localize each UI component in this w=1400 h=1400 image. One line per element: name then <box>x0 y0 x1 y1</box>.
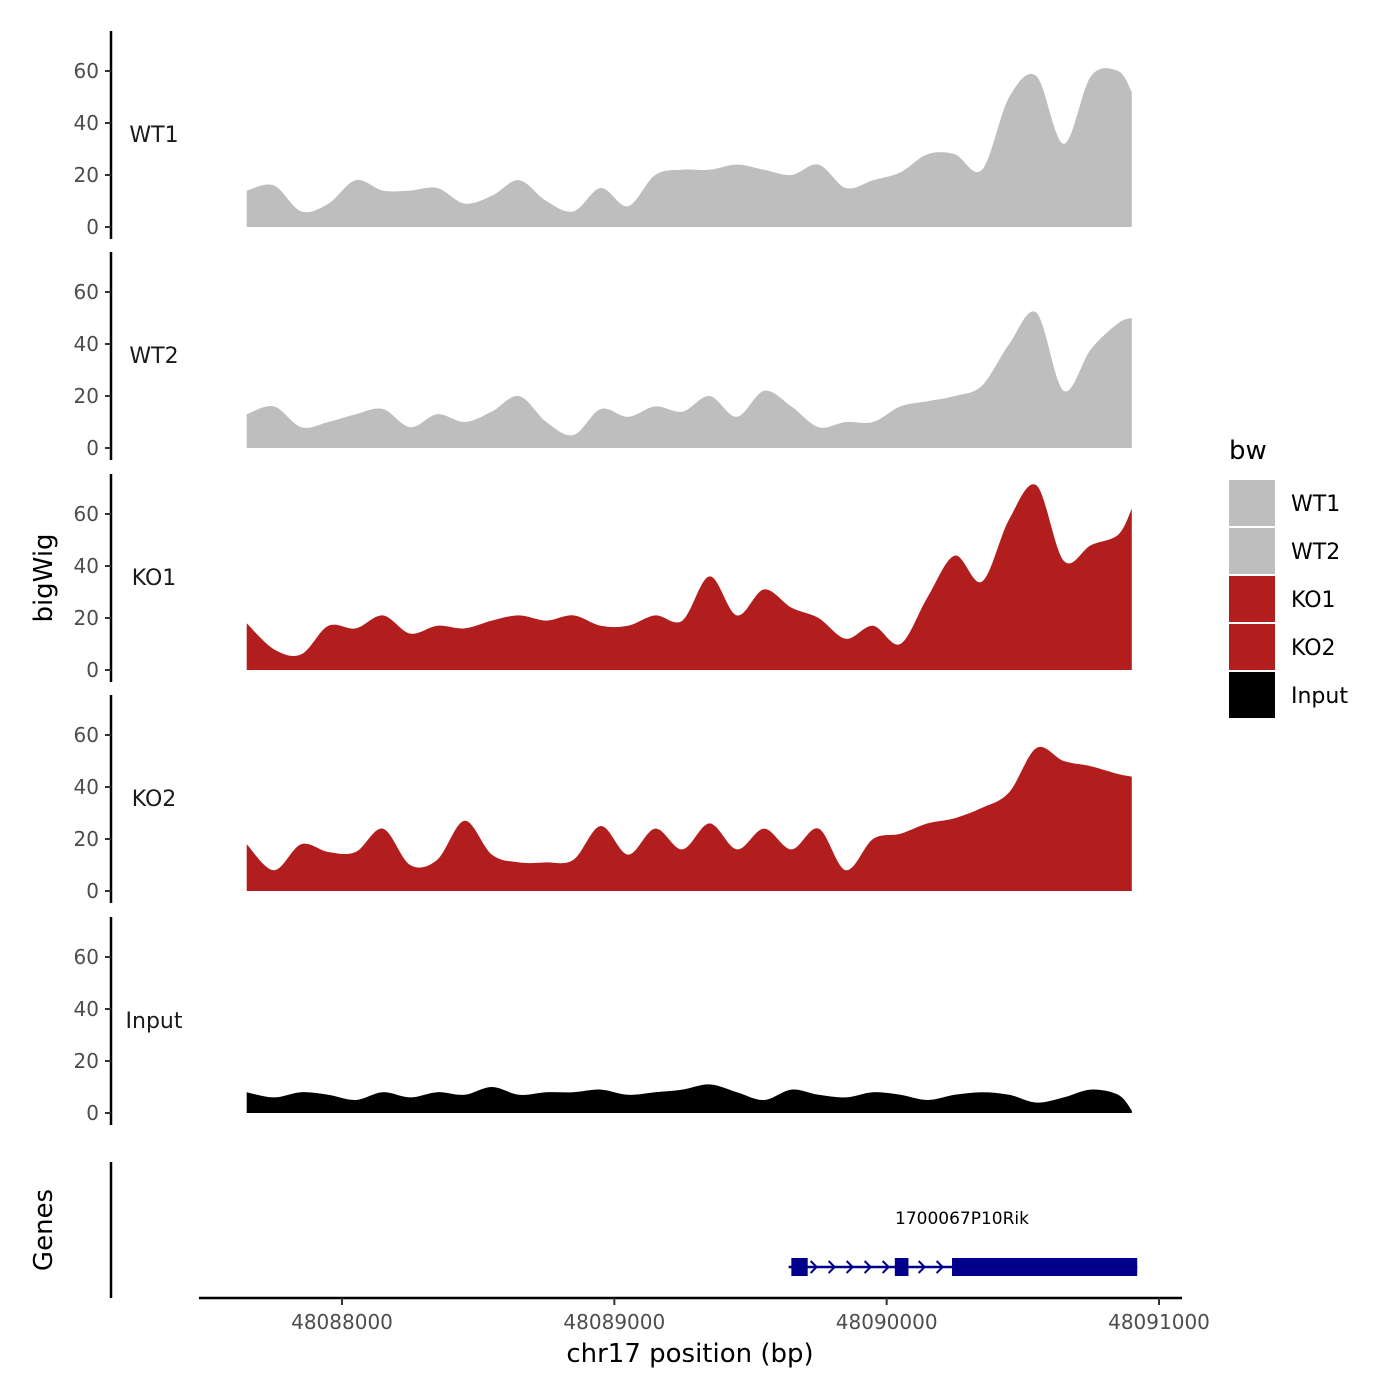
track-label-wt2: WT2 <box>129 344 178 369</box>
legend-swatch-ko2 <box>1229 624 1275 670</box>
legend-item-wt1: WT1 <box>1229 480 1340 526</box>
legend-item-ko2: KO2 <box>1229 624 1336 670</box>
legend-swatch-input <box>1229 672 1275 718</box>
legend-label-wt2: WT2 <box>1291 540 1340 565</box>
signal-area-input <box>246 1084 1132 1113</box>
signal-area-wt2 <box>246 311 1132 448</box>
y-tick-label-ko2-40: 40 <box>74 775 99 799</box>
y-tick-label-wt2-40: 40 <box>74 332 99 356</box>
gene-name-label: 1700067P10Rik <box>895 1209 1029 1229</box>
y-tick-label-wt2-20: 20 <box>74 384 99 408</box>
x-tick-label-48091000: 48091000 <box>1108 1310 1210 1334</box>
y-tick-label-ko2-20: 20 <box>74 827 99 851</box>
gene-strand-chevron <box>881 1260 891 1274</box>
track-panel-wt2: 0 20 40 60 WT2 <box>74 252 1132 460</box>
gene-exon-3 <box>952 1258 1138 1276</box>
y-tick-label-input-60: 60 <box>74 945 99 969</box>
legend-item-input: Input <box>1229 672 1348 718</box>
gene-strand-chevron <box>809 1260 819 1274</box>
track-panels: 0 20 40 60 WT1 0 20 40 60 WT2 0 20 40 60 KO1 0 20 40 60 KO2… <box>74 31 1132 1125</box>
legend-label-wt1: WT1 <box>1291 492 1340 517</box>
y-tick-label-wt1-60: 60 <box>74 59 99 83</box>
legend-swatch-wt1 <box>1229 480 1275 526</box>
gene-strand-chevron <box>845 1260 855 1274</box>
gene-strand-chevron <box>935 1260 945 1274</box>
legend-title: bw <box>1229 436 1267 466</box>
y-tick-label-ko1-40: 40 <box>74 554 99 578</box>
y-tick-label-wt1-20: 20 <box>74 163 99 187</box>
y-tick-label-wt1-0: 0 <box>86 215 99 239</box>
track-panel-input: 0 20 40 60 Input <box>74 917 1132 1125</box>
track-panel-ko2: 0 20 40 60 KO2 <box>74 695 1132 903</box>
legend-label-ko1: KO1 <box>1291 588 1336 613</box>
y-tick-label-ko1-20: 20 <box>74 606 99 630</box>
y-tick-label-input-20: 20 <box>74 1049 99 1073</box>
signal-area-ko1 <box>246 484 1132 670</box>
genes-track-label: Genes <box>29 1189 59 1271</box>
gene-exon-1 <box>791 1258 808 1276</box>
track-panel-ko1: 0 20 40 60 KO1 <box>74 474 1132 682</box>
legend-item-ko1: KO1 <box>1229 576 1336 622</box>
y-tick-label-ko1-60: 60 <box>74 502 99 526</box>
y-tick-label-wt2-60: 60 <box>74 280 99 304</box>
gene-strand-chevron <box>827 1260 837 1274</box>
gene-strand-chevron <box>917 1260 927 1274</box>
y-tick-label-input-0: 0 <box>86 1101 99 1125</box>
genes-track: Genes 1700067P10Rik <box>29 1162 1138 1298</box>
legend-label-input: Input <box>1291 684 1348 709</box>
track-label-ko2: KO2 <box>132 787 177 812</box>
y-tick-label-ko2-60: 60 <box>74 723 99 747</box>
legend: bw WT1 WT2 KO1 KO2 Input <box>1229 436 1348 718</box>
track-panel-wt1: 0 20 40 60 WT1 <box>74 31 1132 239</box>
x-tick-label-48088000: 48088000 <box>291 1310 393 1334</box>
track-label-wt1: WT1 <box>129 123 178 148</box>
y-tick-label-ko2-0: 0 <box>86 879 99 903</box>
x-tick-label-48089000: 48089000 <box>563 1310 665 1334</box>
y-tick-label-wt1-40: 40 <box>74 111 99 135</box>
y-tick-label-input-40: 40 <box>74 997 99 1021</box>
signal-area-ko2 <box>246 746 1132 891</box>
y-tick-label-wt2-0: 0 <box>86 436 99 460</box>
legend-swatch-ko1 <box>1229 576 1275 622</box>
track-label-ko1: KO1 <box>132 566 177 591</box>
gene-strand-chevron <box>863 1260 873 1274</box>
track-label-input: Input <box>126 1009 183 1034</box>
legend-item-wt2: WT2 <box>1229 528 1340 574</box>
x-tick-label-48090000: 48090000 <box>836 1310 938 1334</box>
x-axis: 48088000 48089000 48090000 48091000 <box>199 1296 1210 1334</box>
gene-exon-2 <box>894 1258 909 1276</box>
signal-area-wt1 <box>246 68 1132 227</box>
legend-swatch-wt2 <box>1229 528 1275 574</box>
x-axis-title: chr17 position (bp) <box>566 1339 813 1369</box>
legend-label-ko2: KO2 <box>1291 636 1336 661</box>
y-tick-label-ko1-0: 0 <box>86 658 99 682</box>
gene-model <box>788 1258 1138 1276</box>
y-axis-title: bigWig <box>29 533 59 622</box>
